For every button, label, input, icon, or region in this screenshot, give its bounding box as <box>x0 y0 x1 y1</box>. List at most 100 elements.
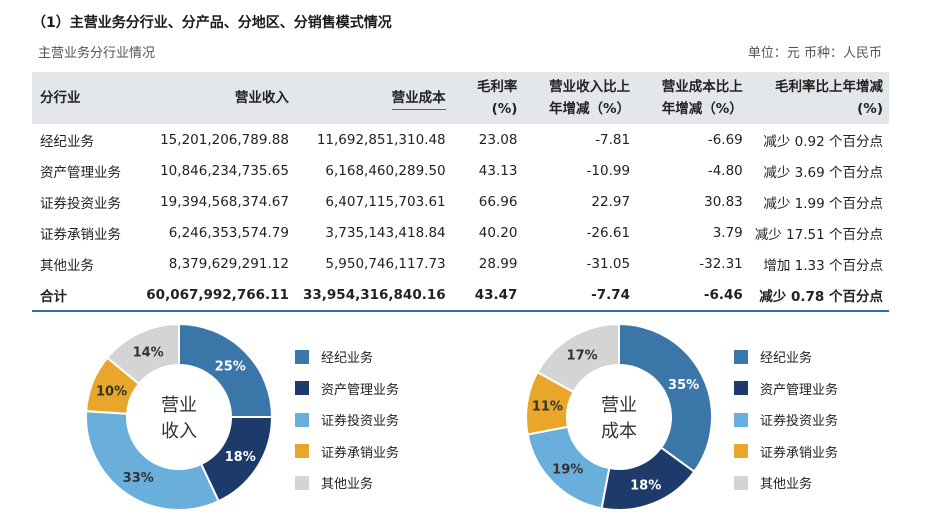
legend-swatch <box>295 381 309 396</box>
cell-revenue: 10,846,234,735.65 <box>160 162 289 179</box>
cell-margin: 66.96 <box>478 193 518 210</box>
cell-cost-change: -6.69 <box>707 131 743 148</box>
cell-revenue-change: -7.81 <box>595 131 631 148</box>
cell-cost-change: -4.80 <box>707 162 743 179</box>
slice-percent-label: 14% <box>133 345 164 360</box>
cell-revenue-change: -10.99 <box>586 162 631 179</box>
legend-item: 证券投资业务 <box>734 404 838 436</box>
cell-revenue: 6,246,353,574.79 <box>168 224 289 241</box>
donut-center-label: 成本 <box>601 421 637 442</box>
cell-margin-change: 减少 17.51 个百分点 <box>754 226 883 243</box>
cell-cost: 6,407,115,703.61 <box>325 193 446 210</box>
col-header-cost-change-line2: 年增减（%） <box>661 101 743 117</box>
cell-cost-change: -32.31 <box>699 255 743 272</box>
slice-percent-label: 33% <box>123 471 154 486</box>
cell-revenue-change: -31.05 <box>586 255 631 272</box>
legend-label: 资产管理业务 <box>321 382 400 398</box>
legend-label: 经纪业务 <box>760 351 813 367</box>
legend-item: 证券投资业务 <box>295 404 399 436</box>
col-header-revenue-change: 营业收入比上 年增减（%） <box>523 72 636 124</box>
col-header-revenue-line: 营业收入 <box>234 90 289 106</box>
cell-cost-change: 30.83 <box>704 193 743 210</box>
col-header-revenue-change-line2: 年增减（%） <box>549 101 631 117</box>
legend-swatch <box>734 381 748 396</box>
col-header-industry-line: 分行业 <box>40 90 81 106</box>
table-row: 证券投资业务 19,394,568,374.67 6,407,115,703.6… <box>32 186 889 217</box>
table-row: 资产管理业务 10,846,234,735.65 6,168,460,289.5… <box>32 155 889 186</box>
legend-swatch <box>734 412 748 427</box>
cell-margin: 40.20 <box>478 224 518 241</box>
industry-table: 分行业 营业收入 营业成本 毛利率 (%) 营业收入比上 年增减（%） 营业成本… <box>32 72 889 312</box>
legend-label: 其他业务 <box>760 477 813 493</box>
legend-swatch <box>734 444 748 459</box>
table-header-row: 分行业 营业收入 营业成本 毛利率 (%) 营业收入比上 年增减（%） 营业成本… <box>32 72 889 124</box>
donut-slice <box>618 322 713 474</box>
legend-swatch <box>295 412 309 427</box>
col-header-margin-change: 毛利率比上年增减 (%) <box>749 72 889 124</box>
col-header-margin: 毛利率 (%) <box>452 72 524 124</box>
cell-margin-change: 增加 1.33 个百分点 <box>763 257 883 274</box>
unit-currency-note: 单位：元 币种：人民币 <box>747 46 882 61</box>
donut-center-label: 营业 <box>601 395 637 416</box>
cost-donut-chart: 35% 18% 19% 11% 17% 营业成本 <box>525 322 713 511</box>
legend-label: 证券投资业务 <box>321 414 400 430</box>
legend-item: 证券承销业务 <box>734 436 838 468</box>
col-header-margin-line2: (%) <box>491 101 518 117</box>
cost-chart-legend: 经纪业务 资产管理业务 证券投资业务 证券承销业务 其他业务 <box>734 341 838 499</box>
cell-margin-change: 减少 1.99 个百分点 <box>763 195 883 212</box>
cell-revenue: 19,394,568,374.67 <box>160 193 289 210</box>
legend-swatch <box>295 349 309 364</box>
donut-slice <box>536 322 620 394</box>
table-row: 其他业务 8,379,629,291.12 5,950,746,117.73 2… <box>32 248 889 279</box>
cell-industry: 证券承销业务 <box>40 226 121 243</box>
slice-percent-label: 19% <box>552 462 583 477</box>
cell-total-revenue-change: -7.74 <box>523 279 637 312</box>
cell-total-revenue: 60,067,992,766.11 <box>140 279 295 312</box>
legend-label: 证券承销业务 <box>760 445 839 461</box>
cell-total-cost-change: -6.46 <box>636 279 749 312</box>
legend-swatch <box>295 475 309 490</box>
legend-label: 经纪业务 <box>321 351 374 367</box>
cell-cost: 5,950,746,117.73 <box>325 255 446 272</box>
cell-industry: 证券投资业务 <box>40 195 121 212</box>
donut-slice <box>105 322 180 386</box>
col-header-cost-line: 营业成本 <box>391 87 446 110</box>
legend-swatch <box>734 475 748 490</box>
cell-margin-change: 减少 3.69 个百分点 <box>763 164 883 181</box>
cell-margin: 28.99 <box>478 255 518 272</box>
slice-percent-label: 18% <box>630 478 661 493</box>
cell-cost: 11,692,851,310.48 <box>316 131 446 148</box>
donut-center-label: 收入 <box>161 421 197 442</box>
table-row: 证券承销业务 6,246,353,574.79 3,735,143,418.84… <box>32 217 889 248</box>
legend-swatch <box>734 349 748 364</box>
cell-industry: 经纪业务 <box>40 133 94 150</box>
cell-revenue: 8,379,629,291.12 <box>168 255 289 272</box>
legend-label: 其他业务 <box>321 477 374 493</box>
cell-industry: 其他业务 <box>40 257 94 274</box>
col-header-revenue-change-line1: 营业收入比上 <box>549 79 631 95</box>
table-row: 经纪业务 15,201,206,789.88 11,692,851,310.48… <box>32 124 889 155</box>
revenue-donut-chart: 25% 18% 33% 10% 14% 营业收入 <box>85 322 274 511</box>
cell-revenue-change: 22.97 <box>591 193 631 210</box>
col-header-margin-change-line1: 毛利率比上年增减 <box>775 79 883 95</box>
legend-item: 证券承销业务 <box>295 436 399 468</box>
cell-total-margin: 43.47 <box>451 279 524 312</box>
cell-cost: 3,735,143,418.84 <box>325 224 446 241</box>
slice-percent-label: 35% <box>668 378 699 393</box>
donut-center-label: 营业 <box>161 395 197 416</box>
table-total-row: 合计 60,067,992,766.11 33,954,316,840.16 4… <box>32 279 889 312</box>
col-header-margin-line1: 毛利率 <box>476 79 518 95</box>
cell-revenue: 15,201,206,789.88 <box>160 131 289 148</box>
col-header-industry: 分行业 <box>32 72 140 124</box>
col-header-revenue: 营业收入 <box>140 72 295 124</box>
slice-percent-label: 10% <box>96 384 127 399</box>
legend-item: 其他业务 <box>295 467 399 499</box>
donut-slice <box>85 410 220 511</box>
cell-cost-change: 3.79 <box>712 224 743 241</box>
col-header-margin-change-line2: (%) <box>857 101 883 117</box>
legend-item: 其他业务 <box>734 467 838 499</box>
legend-item: 经纪业务 <box>734 341 838 373</box>
slice-percent-label: 11% <box>532 400 563 415</box>
slice-percent-label: 25% <box>215 360 246 375</box>
legend-item: 经纪业务 <box>295 341 399 373</box>
